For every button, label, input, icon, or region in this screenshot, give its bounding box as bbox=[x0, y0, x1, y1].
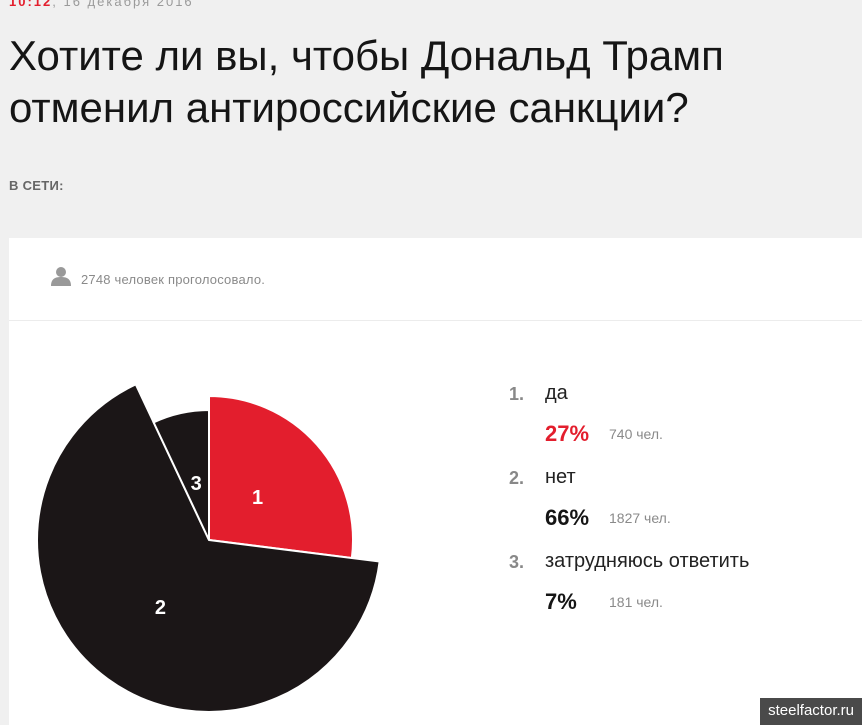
legend-item-unsure[interactable]: 3. затрудняюсь ответить 7% 181 чел. bbox=[509, 546, 849, 630]
article-date: , 16 декабря 2016 bbox=[52, 0, 194, 9]
watermark: steelfactor.ru bbox=[760, 698, 862, 725]
poll-card: 2748 человек проголосовало. 1 2 3 1. да 27… bbox=[9, 238, 862, 725]
legend-percent: 27% bbox=[545, 421, 590, 446]
legend-item-yes[interactable]: 1. да 27% 740 чел. bbox=[509, 378, 849, 462]
pie-slice-3[interactable] bbox=[152, 408, 210, 541]
legend-index: 3. bbox=[509, 552, 525, 572]
legend-percent: 66% bbox=[545, 505, 590, 530]
legend-count: 181 чел. bbox=[609, 594, 663, 610]
legend-label: нет bbox=[545, 466, 576, 488]
poll-title: Хотите ли вы, чтобы Дональд Трамп отмени… bbox=[9, 32, 724, 131]
legend-index: 2. bbox=[509, 468, 525, 488]
pie-slice-2[interactable] bbox=[36, 383, 381, 713]
pie-chart: 1 2 3 bbox=[36, 383, 381, 713]
pie-slice-label: 3 bbox=[191, 473, 202, 495]
pie-slice-1[interactable] bbox=[208, 394, 354, 560]
legend-count: 740 чел. bbox=[609, 426, 663, 442]
pie-labels: 1 2 3 bbox=[155, 473, 263, 619]
legend-index: 1. bbox=[509, 384, 525, 404]
person-icon bbox=[51, 267, 71, 286]
article-time: 10:12 bbox=[9, 0, 53, 9]
legend-item-no[interactable]: 2. нет 66% 1827 чел. bbox=[509, 462, 849, 546]
article-dateline: 10:12, 16 декабря 2016 bbox=[9, 0, 194, 9]
legend-percent: 7% bbox=[545, 589, 577, 614]
pie-slice-label: 1 bbox=[252, 487, 263, 509]
legend-count: 1827 чел. bbox=[609, 510, 671, 526]
poll-header: 2748 человек проголосовало. bbox=[9, 238, 862, 321]
legend-label: да bbox=[545, 382, 568, 404]
voters-count: 2748 человек проголосовало. bbox=[81, 272, 266, 287]
poll-legend: 1. да 27% 740 чел. 2. нет 66% 1827 чел. … bbox=[509, 378, 849, 630]
online-label: В СЕТИ: bbox=[9, 178, 64, 193]
legend-label: затрудняюсь ответить bbox=[545, 550, 750, 572]
pie-slice-label: 2 bbox=[155, 597, 166, 619]
pie-slices bbox=[36, 383, 381, 713]
